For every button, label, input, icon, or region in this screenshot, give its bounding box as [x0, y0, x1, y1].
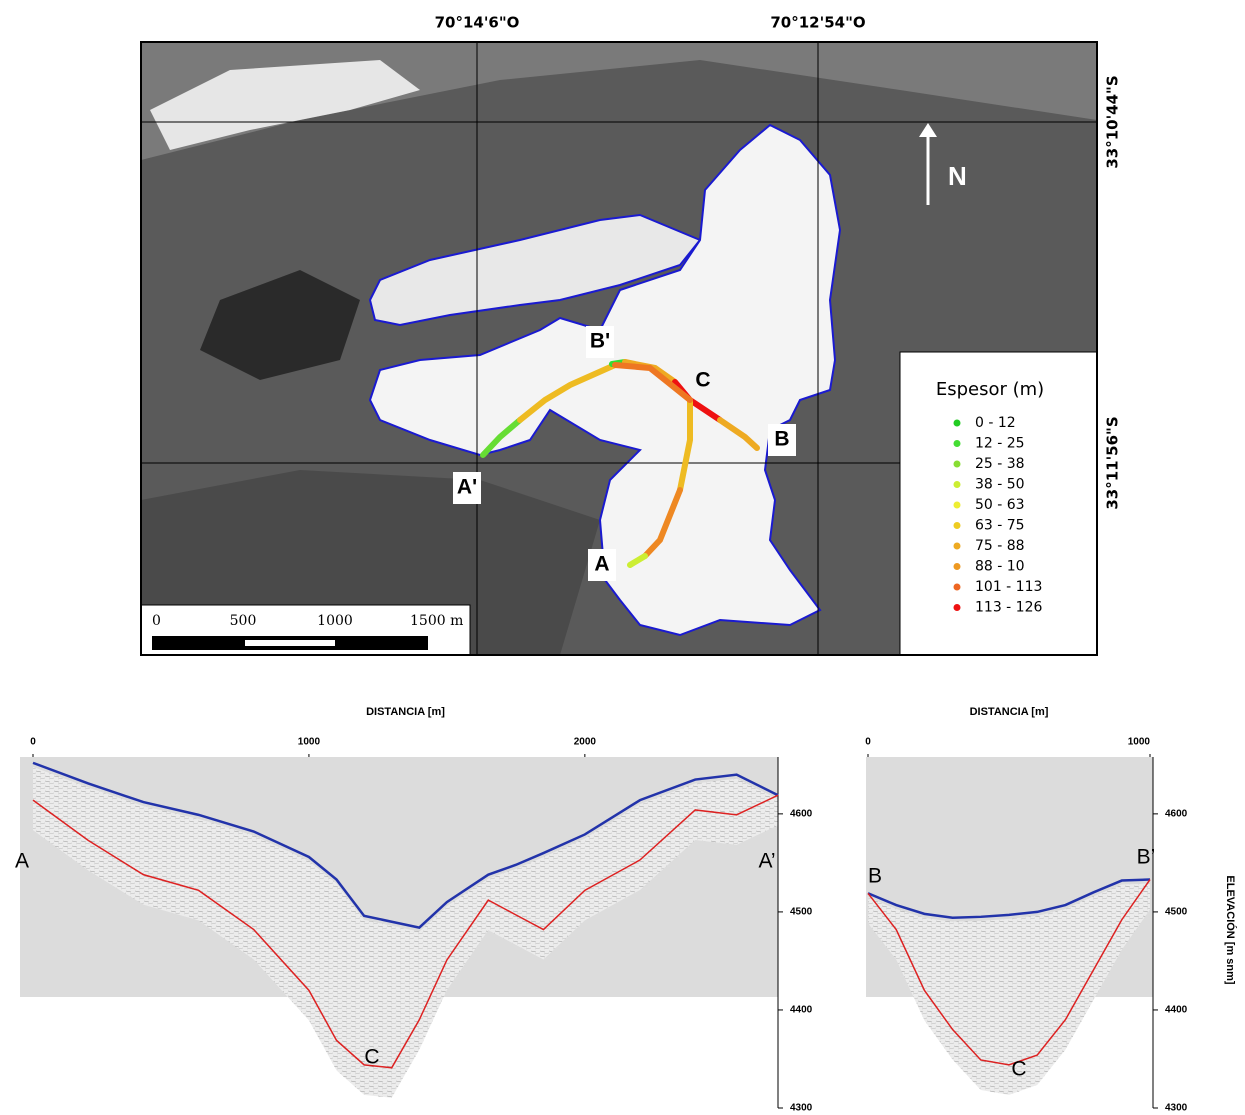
profile-label: A’: [758, 850, 775, 873]
longitude-label: 70°12'54"O: [770, 14, 865, 32]
axis-title: DISTANCIA [m]: [970, 706, 1049, 718]
legend-marker: [954, 543, 961, 550]
legend-marker: [954, 604, 961, 611]
x-tick-label: 1000: [1128, 737, 1151, 748]
point-label: C: [695, 369, 710, 392]
legend-label: 63 - 75: [975, 518, 1025, 534]
legend-marker: [954, 502, 961, 509]
y-tick-label: 4400: [790, 1005, 813, 1016]
legend-label: 50 - 63: [975, 497, 1025, 513]
profile-label: C: [364, 1046, 379, 1069]
point-label: B': [590, 330, 610, 353]
point-label: A': [457, 476, 477, 499]
legend-label: 25 - 38: [975, 456, 1025, 472]
x-tick-label: 1000: [298, 737, 321, 748]
profile-label: B: [868, 865, 882, 888]
x-tick-label: 0: [865, 737, 871, 748]
longitude-label: 70°14'6"O: [435, 14, 520, 32]
legend-marker: [954, 440, 961, 447]
legend-marker: [954, 563, 961, 570]
legend-label: 75 - 88: [975, 538, 1025, 554]
x-tick-label: 2000: [574, 737, 597, 748]
scale-label: 0: [152, 613, 161, 629]
legend-marker: [954, 522, 961, 529]
map: N: [141, 42, 1097, 655]
legend-marker: [954, 481, 961, 488]
axis-title: DISTANCIA [m]: [366, 706, 445, 718]
profile-label: A: [15, 850, 29, 873]
north-label: N: [948, 161, 967, 191]
scale-label: 500: [230, 613, 257, 629]
latitude-label: 33°10'44"S: [1104, 75, 1122, 168]
legend-label: 12 - 25: [975, 436, 1025, 452]
point-label: B: [774, 428, 789, 451]
legend-label: 0 - 12: [975, 415, 1016, 431]
point-label: A: [594, 553, 609, 576]
y-tick-label: 4300: [790, 1103, 813, 1114]
y-tick-label: 4400: [1165, 1005, 1188, 1016]
legend-title: Espesor (m): [936, 379, 1044, 400]
y-tick-label: 4500: [1165, 907, 1188, 918]
legend-label: 38 - 50: [975, 477, 1025, 493]
legend-marker: [954, 461, 961, 468]
y-tick-label: 4300: [1165, 1103, 1188, 1114]
figure: N Espesor (m) 70°14'6"O 70°12'54"O 33°10'4…: [0, 0, 1245, 1115]
legend-label: 88 - 10: [975, 559, 1025, 575]
latitude-label: 33°11'56"S: [1104, 416, 1122, 509]
y-axis-title: ELEVACIÓN [m snm]: [1224, 875, 1237, 985]
profile-label: C: [1011, 1058, 1026, 1081]
legend-marker: [954, 584, 961, 591]
scale-label: 1000: [317, 613, 353, 629]
legend-label: 101 - 113: [975, 579, 1042, 595]
legend-label: 113 - 126: [975, 600, 1042, 616]
y-tick-label: 4600: [1165, 809, 1188, 820]
x-tick-label: 0: [30, 737, 36, 748]
y-tick-label: 4600: [790, 809, 813, 820]
scale-label: 1500 m: [410, 613, 463, 629]
profile-label: B’: [1137, 846, 1156, 869]
y-tick-label: 4500: [790, 907, 813, 918]
legend-marker: [954, 420, 961, 427]
scale-bar: [245, 640, 335, 646]
